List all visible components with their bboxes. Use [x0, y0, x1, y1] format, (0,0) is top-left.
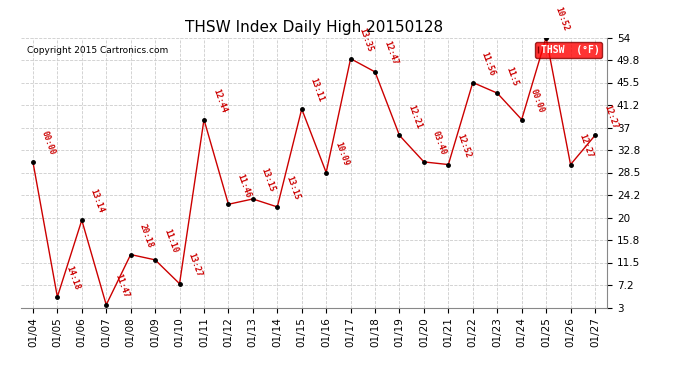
- Text: 12:44: 12:44: [211, 87, 228, 114]
- Text: 11:5: 11:5: [504, 66, 520, 87]
- Text: 12:27: 12:27: [578, 132, 595, 159]
- Text: 10:09: 10:09: [333, 140, 350, 167]
- Text: 13:15: 13:15: [284, 175, 302, 201]
- Title: THSW Index Daily High 20150128: THSW Index Daily High 20150128: [185, 20, 443, 35]
- Text: 13:27: 13:27: [186, 252, 204, 278]
- Legend: THSW  (°F): THSW (°F): [535, 42, 602, 58]
- Text: 12:47: 12:47: [382, 40, 399, 66]
- Text: 13:35: 13:35: [357, 27, 375, 53]
- Text: 13:11: 13:11: [308, 77, 326, 104]
- Text: Copyright 2015 Cartronics.com: Copyright 2015 Cartronics.com: [26, 46, 168, 55]
- Text: 20:18: 20:18: [137, 222, 155, 249]
- Text: 12:21: 12:21: [406, 104, 424, 130]
- Text: 11:56: 11:56: [480, 50, 497, 77]
- Text: 11:46: 11:46: [235, 172, 253, 199]
- Text: 13:15: 13:15: [260, 167, 277, 194]
- Text: 13:14: 13:14: [89, 188, 106, 214]
- Text: 00:00: 00:00: [529, 87, 546, 114]
- Text: 12:27: 12:27: [602, 104, 619, 130]
- Text: 10:52: 10:52: [553, 5, 570, 32]
- Text: 11:47: 11:47: [113, 273, 130, 299]
- Text: 00:00: 00:00: [40, 130, 57, 156]
- Text: 14:18: 14:18: [64, 265, 81, 291]
- Text: 12:52: 12:52: [455, 132, 473, 159]
- Text: 11:10: 11:10: [162, 228, 179, 254]
- Text: 03:40: 03:40: [431, 130, 448, 156]
